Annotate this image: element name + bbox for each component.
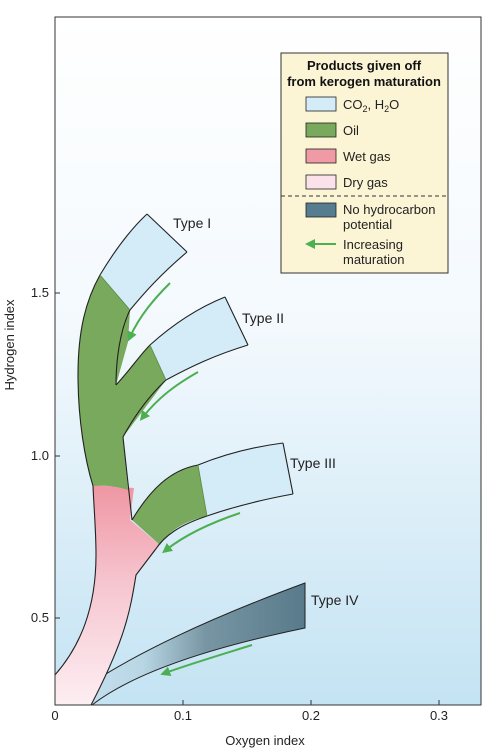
x-tick-1: 0.1 <box>174 708 192 723</box>
arrow-type2 <box>139 371 199 421</box>
legend-swatch-dry-gas <box>305 174 337 190</box>
x-tick-3: 0.3 <box>430 708 448 723</box>
x-axis-label: Oxygen index <box>225 733 305 748</box>
main-stem <box>55 485 160 705</box>
legend-label-oil: Oil <box>343 123 359 138</box>
legend-title-line2: from kerogen maturation <box>287 74 441 89</box>
legend-title-line1: Products given off <box>307 58 422 73</box>
divider-type3 <box>197 464 208 517</box>
arrow-type3 <box>162 512 241 554</box>
x-tick-2: 0.2 <box>302 708 320 723</box>
legend-swatch-oil <box>305 122 337 138</box>
legend-swatch-wet-gas <box>305 148 337 164</box>
type1-cap <box>146 213 188 253</box>
main-stem-oil <box>78 275 166 490</box>
type2-label: Type II <box>242 310 284 326</box>
legend-swatch-co2 <box>305 96 337 112</box>
type3-label: Type III <box>290 455 336 471</box>
type3-inner <box>90 493 294 705</box>
type2-cap <box>224 296 249 346</box>
y-tick-0.5: 0.5 <box>31 610 49 625</box>
arrow-type4 <box>160 644 253 677</box>
legend-label-no-hc-line1: No hydrocarbon <box>343 202 436 217</box>
x-tick-0: 0 <box>51 708 58 723</box>
tree-outline <box>55 213 148 676</box>
divider-type1 <box>99 274 131 311</box>
legend-label-maturation-line2: maturation <box>343 252 404 267</box>
legend-swatch-no-hc <box>305 202 337 218</box>
type3-co2 <box>198 443 293 516</box>
legend: Products given off from kerogen maturati… <box>280 52 449 274</box>
legend-label-co2: CO2, H2O <box>343 97 399 114</box>
plot-frame <box>54 16 482 706</box>
legend-label-maturation-line1: Increasing <box>343 237 403 252</box>
y-tick-1.0: 1.0 <box>31 448 49 463</box>
y-tick-1.5: 1.5 <box>31 285 49 300</box>
legend-label-dry-gas: Dry gas <box>343 175 388 190</box>
y-axis: 1.5 1.0 0.5 Hydrogen index <box>2 285 60 625</box>
legend-label-no-hc-line2: potential <box>343 217 392 232</box>
type3-oil <box>132 465 207 545</box>
arrow-type1 <box>127 282 171 342</box>
type1-co2 <box>100 214 187 310</box>
type4-label: Type IV <box>311 592 359 608</box>
type2-outer <box>115 296 226 386</box>
type1-label: Type I <box>173 215 211 231</box>
legend-label-wet-gas: Wet gas <box>343 149 391 164</box>
type3-cap <box>282 442 294 495</box>
x-axis: 0 0.1 0.2 0.3 Oxygen index <box>51 700 448 748</box>
type2-co2 <box>150 297 248 380</box>
y-axis-label: Hydrogen index <box>2 299 17 391</box>
divider-type2 <box>149 344 167 381</box>
